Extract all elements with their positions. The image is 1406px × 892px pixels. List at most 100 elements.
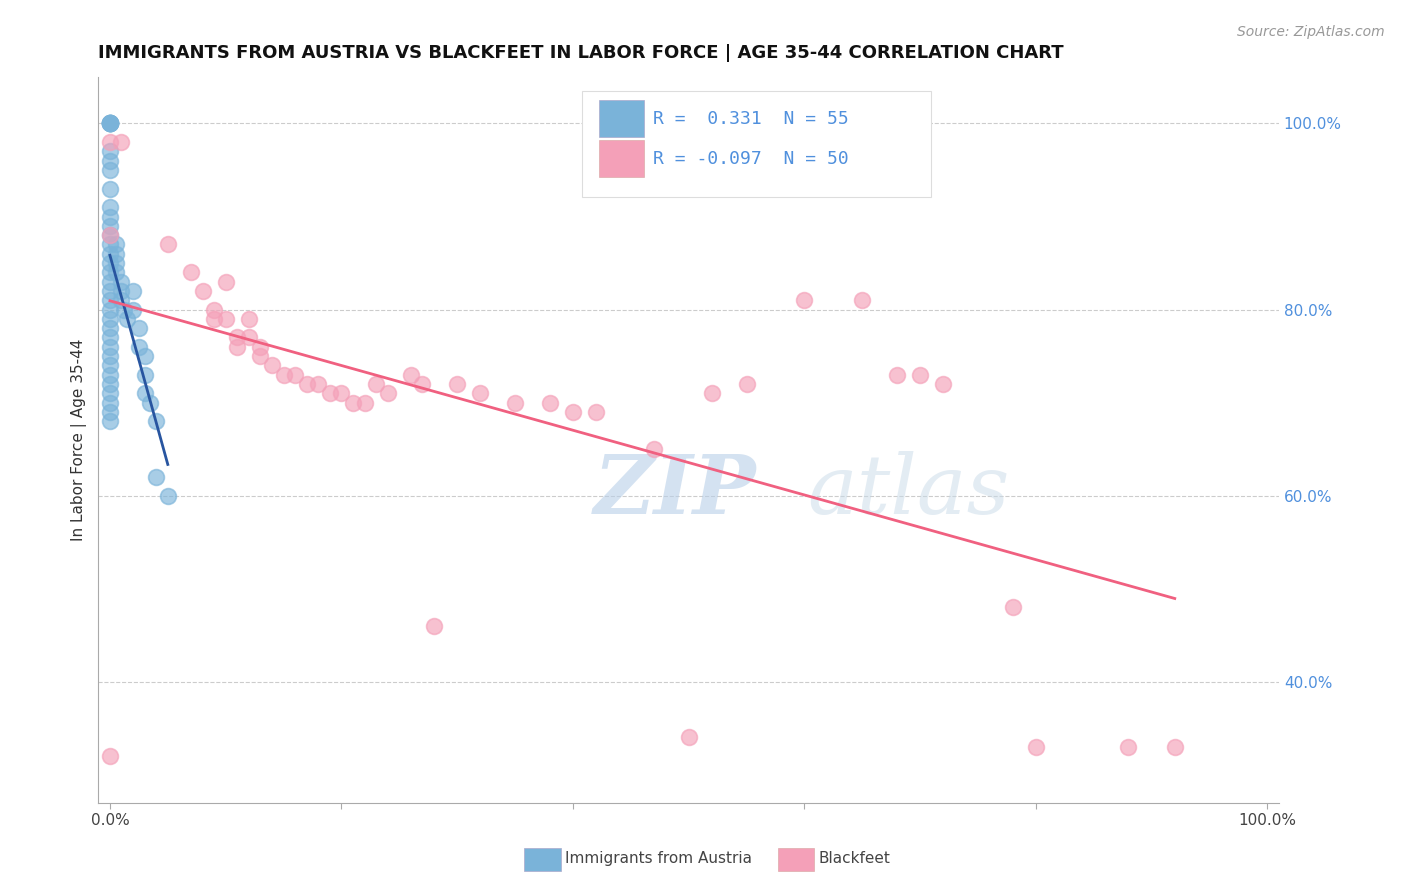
Point <box>353 395 375 409</box>
Point <box>908 368 931 382</box>
Text: ZIP: ZIP <box>595 450 756 531</box>
Point <box>678 731 700 745</box>
Point <box>202 311 225 326</box>
Point <box>470 386 492 401</box>
Point <box>98 386 121 401</box>
Point <box>1118 739 1140 754</box>
Text: IMMIGRANTS FROM AUSTRIA VS BLACKFEET IN LABOR FORCE | AGE 35-44 CORRELATION CHAR: IMMIGRANTS FROM AUSTRIA VS BLACKFEET IN … <box>98 44 1064 62</box>
Point <box>145 470 167 484</box>
Point <box>98 275 121 289</box>
Point <box>226 340 249 354</box>
Point <box>226 330 249 344</box>
Point <box>139 395 162 409</box>
Point <box>110 284 132 298</box>
Point <box>98 135 121 149</box>
Point <box>98 368 121 382</box>
Point <box>238 311 260 326</box>
Point <box>98 210 121 224</box>
Point <box>423 619 446 633</box>
Point <box>446 376 468 391</box>
Point <box>134 368 156 382</box>
Point <box>122 284 145 298</box>
Point <box>112 302 135 317</box>
Text: atlas: atlas <box>807 450 1010 531</box>
Point <box>98 330 121 344</box>
Point <box>851 293 873 308</box>
Point <box>98 414 121 428</box>
Point <box>538 395 561 409</box>
Point <box>98 153 121 168</box>
Point <box>98 116 121 130</box>
Point <box>319 386 342 401</box>
Point <box>98 246 121 260</box>
Point <box>735 376 758 391</box>
Point <box>260 359 283 373</box>
Point <box>98 228 121 243</box>
Point <box>98 293 121 308</box>
Point <box>104 237 127 252</box>
Point <box>411 376 433 391</box>
Point <box>134 349 156 363</box>
Point <box>122 302 145 317</box>
Text: Blackfeet: Blackfeet <box>818 851 890 865</box>
Point <box>98 181 121 195</box>
Text: R = -0.097  N = 50: R = -0.097 N = 50 <box>654 150 849 168</box>
Point <box>145 414 167 428</box>
Point <box>128 340 150 354</box>
Point <box>98 116 121 130</box>
Point <box>98 228 121 243</box>
Point <box>215 275 238 289</box>
Point <box>98 219 121 233</box>
Point <box>98 200 121 214</box>
Text: R =  0.331  N = 55: R = 0.331 N = 55 <box>654 110 849 128</box>
Point <box>98 116 121 130</box>
Point <box>104 256 127 270</box>
Point <box>98 405 121 419</box>
Point <box>377 386 399 401</box>
Point <box>1025 739 1047 754</box>
Point <box>104 246 127 260</box>
Point <box>98 116 121 130</box>
Point <box>156 489 179 503</box>
Point <box>98 145 121 159</box>
Point <box>585 405 607 419</box>
Point <box>238 330 260 344</box>
Point <box>366 376 388 391</box>
Point <box>273 368 295 382</box>
Point <box>295 376 318 391</box>
Point <box>886 368 908 382</box>
Point <box>1001 600 1024 615</box>
Point <box>932 376 955 391</box>
Point <box>330 386 353 401</box>
Point <box>110 293 132 308</box>
Point <box>191 284 214 298</box>
Point <box>98 302 121 317</box>
Point <box>98 116 121 130</box>
Point <box>98 359 121 373</box>
Point <box>249 349 271 363</box>
Point <box>98 321 121 335</box>
Point <box>98 376 121 391</box>
Point <box>110 275 132 289</box>
Point <box>1164 739 1187 754</box>
FancyBboxPatch shape <box>599 100 644 137</box>
Point <box>307 376 329 391</box>
Point <box>98 237 121 252</box>
Point <box>98 395 121 409</box>
Point <box>98 163 121 178</box>
Point <box>98 284 121 298</box>
Point <box>117 311 139 326</box>
Point <box>561 405 583 419</box>
Text: Immigrants from Austria: Immigrants from Austria <box>565 851 752 865</box>
Point <box>98 340 121 354</box>
Point <box>793 293 815 308</box>
Point <box>98 116 121 130</box>
Point <box>215 311 238 326</box>
Point <box>110 135 132 149</box>
Point <box>98 349 121 363</box>
Point <box>98 256 121 270</box>
Point <box>249 340 271 354</box>
Point <box>98 116 121 130</box>
Point <box>104 265 127 279</box>
Point <box>156 237 179 252</box>
